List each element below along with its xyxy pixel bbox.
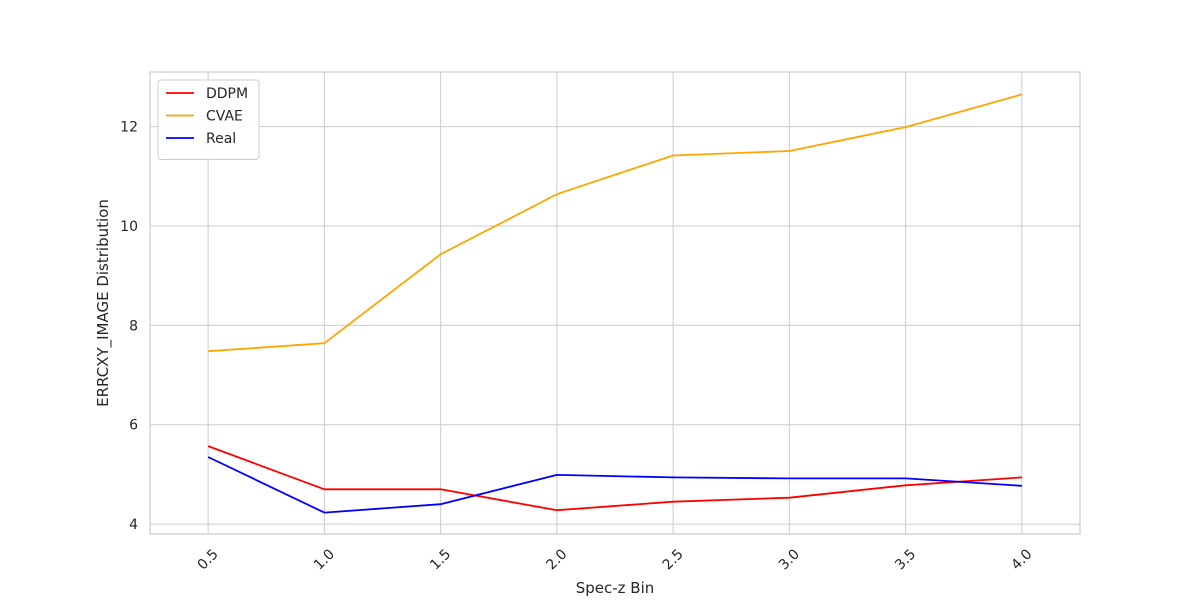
legend: DDPM CVAE Real [157, 79, 260, 160]
x-tick-label: 3.5 [892, 546, 919, 573]
grid [150, 72, 1080, 534]
y-tick-label: 4 [129, 517, 138, 533]
x-tick-label: 4.0 [1008, 546, 1035, 573]
legend-entry: CVAE [206, 109, 243, 125]
x-tick-labels: 0.5 1.0 1.5 2.0 2.5 3.0 3.5 4.0 [195, 546, 1036, 573]
x-tick-label: 2.5 [660, 546, 687, 573]
y-tick-label: 12 [120, 120, 138, 136]
x-tick-label: 0.5 [195, 546, 222, 573]
legend-entry: Real [206, 131, 236, 147]
series-lines [207, 93, 1023, 514]
x-tick-label: 3.0 [776, 546, 803, 573]
y-tick-labels: 4 6 8 10 12 [120, 120, 138, 533]
legend-box [157, 79, 260, 160]
legend-entry: DDPM [206, 86, 248, 102]
x-tick-label: 1.0 [311, 546, 338, 573]
series-line-ddpm [207, 445, 1022, 512]
y-tick-label: 8 [129, 318, 138, 334]
y-tick-label: 6 [129, 418, 138, 434]
x-tick-label: 2.0 [543, 546, 570, 573]
y-axis-label: ERRCXY_IMAGE Distribution [94, 199, 113, 407]
plot-frame [149, 71, 1081, 535]
x-axis-label: Spec-z Bin [576, 579, 655, 597]
series-line-real [207, 456, 1022, 514]
series-line-cvae [208, 93, 1023, 353]
y-tick-label: 10 [120, 219, 138, 235]
x-tick-label: 1.5 [427, 546, 454, 573]
